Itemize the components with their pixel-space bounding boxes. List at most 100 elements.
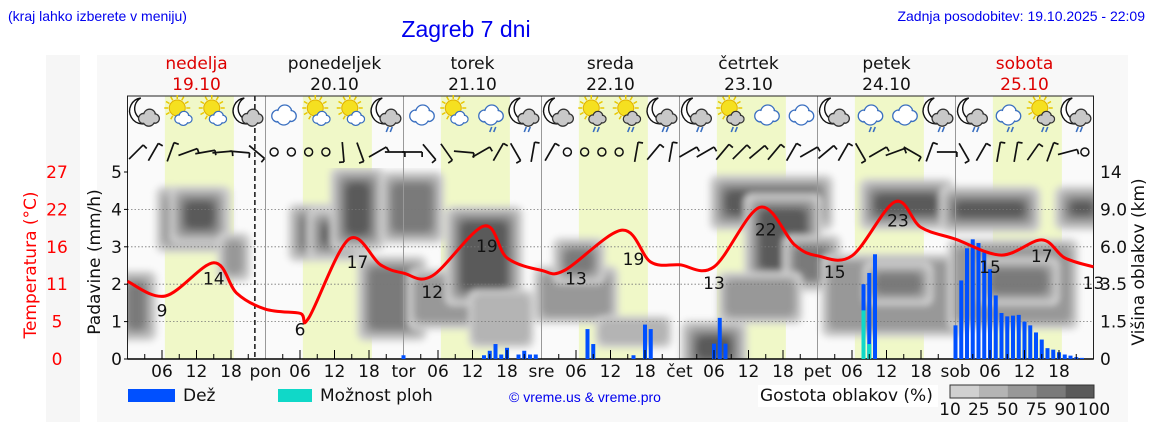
sun-cloud-icon [198,95,228,127]
moon-cloud-rain-icon [922,97,954,133]
temperature-axis-title: Temperatura (°C) [21,191,41,339]
wind-barb-icon [492,142,509,162]
density-level-label: 50 [997,400,1019,420]
cloud-height-tick-label: 0 [1100,350,1111,370]
wind-calm-icon [1080,147,1090,157]
moon-cloud-icon [232,97,264,127]
wind-calm-icon [321,147,331,157]
wind-barb-icon [885,147,908,157]
wind-barb-icon [248,144,266,163]
density-legend-bg [758,385,938,407]
shower-legend-label: Možnost ploh [320,386,433,406]
rain-bar [401,355,406,359]
wind-barb-icon [748,144,769,160]
density-level-label: 100 [1078,400,1110,420]
hour-tick-label: 12 [1014,362,1036,382]
day-abbr-label: čet [666,362,693,382]
precip-axis-title: Padavine (mm/h) [85,189,105,334]
wind-barb-icon [128,144,148,160]
temperature-label: 13 [703,274,725,294]
moon-cloud-rain-icon [680,97,713,133]
wind-barb-icon [1046,141,1059,162]
wind-barb-icon [509,142,522,164]
rain-bar [643,324,647,359]
cloud-cell [472,293,530,345]
wind-calm-icon [579,147,590,157]
day-name: petek [862,54,910,74]
rain-bar [1034,332,1038,359]
day-name: ponedeljek [288,54,382,74]
last-updated: Zadnja posodobitev: 19.10.2025 - 22:09 [897,8,1145,24]
cloud-height-tick-label: 14 [1100,163,1122,183]
rain-bar [1011,315,1015,359]
day-date: 20.10 [310,75,359,95]
density-legend-title: Gostota oblakov (%) [760,386,933,406]
moon-cloud-rain-icon [508,97,540,133]
rain-bar [1080,357,1084,359]
rain-bar [528,354,532,359]
wind-barb-icon [767,143,786,161]
wind-barb-icon [903,146,922,162]
day-abbr-label: pet [804,362,832,382]
wind-barb-icon [958,142,970,164]
hour-tick-label: 18 [358,362,380,382]
moon-cloud-icon [542,97,575,127]
cloud-cell [875,273,921,294]
precip-tick-label: 5 [111,163,122,183]
wind-barb-icon [696,146,718,158]
rain-bar [631,355,636,359]
wind-barb-icon [544,142,560,162]
cloud-height-tick-label: 3.5 [1100,275,1127,295]
wind-barb-icon [837,142,854,162]
moon-cloud-rain-icon [956,97,989,133]
density-legend-frame [949,384,1095,399]
rain-legend-label: Dež [183,386,216,406]
sun-cloud-icon [336,95,366,127]
rain-bar [965,248,969,359]
cloud-icon [892,104,918,126]
rain-bar [648,329,653,359]
hour-tick-label: 06 [841,362,863,382]
cloud-cell [1070,201,1094,215]
hour-tick-label: 06 [151,362,173,382]
cloud-cell [725,279,795,316]
temperature-label: 19 [476,237,498,257]
rain-bar [533,354,538,359]
rain-bar [723,343,728,359]
day-date: 24.10 [862,75,911,95]
rain-bar [976,243,981,359]
moon-cloud-icon [818,97,851,127]
wind-barb-icon [679,146,701,158]
rain-bar [873,254,877,359]
hour-tick-label: 06 [565,362,587,382]
rain-bar [953,325,958,359]
temperature-label: 13 [565,269,587,289]
cloud-height-tick-label: 1.5 [1100,313,1127,333]
rain-bar [1068,355,1073,359]
density-level-label: 10 [939,400,961,420]
wind-calm-icon [562,147,573,157]
copyright-link[interactable]: © vreme.us & vreme.pro [509,389,661,405]
density-level-label: 90 [1054,400,1076,420]
temperature-label: 9 [157,302,168,322]
sun-cloud-icon [440,95,469,127]
shower-legend-swatch [278,389,312,402]
rain-bar [999,312,1004,359]
cloud-cell [128,282,145,330]
cloud-cell [346,183,369,235]
hour-tick-label: 18 [1048,362,1070,382]
wind-barb-icon [229,150,251,158]
cloud-icon [788,104,815,126]
wind-barb-icon [472,146,494,158]
location-hint-link[interactable]: (kraj lahko izberete v meniju) [8,8,187,24]
wind-barb-icon [785,142,802,162]
density-level-label: 75 [1026,400,1048,420]
temperature-tick-label: 0 [52,350,63,370]
moon-cloud-rain-icon [1060,97,1092,133]
wind-barb-icon [368,146,390,158]
precip-tick-label: 3 [111,238,122,258]
density-legend-swatch [1007,385,1037,398]
hour-tick-label: 06 [979,362,1001,382]
wind-barb-icon [646,143,665,161]
sun-cloud-icon [302,95,331,127]
